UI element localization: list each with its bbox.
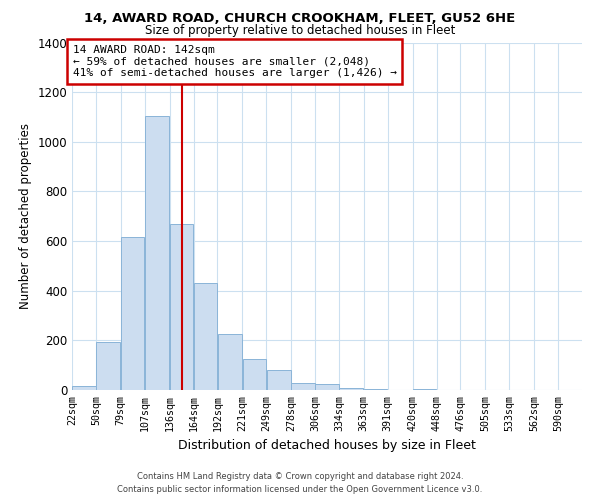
Bar (170, 224, 193, 390)
Bar (242, 359, 266, 390)
Bar (194, 284, 217, 390)
Bar (145, 116, 169, 390)
Bar (121, 238, 145, 390)
Bar (73, 386, 95, 390)
Text: Size of property relative to detached houses in Fleet: Size of property relative to detached ho… (145, 24, 455, 37)
Bar (364, 389, 388, 390)
Bar (97, 342, 121, 390)
Text: Contains HM Land Registry data © Crown copyright and database right 2024.
Contai: Contains HM Land Registry data © Crown c… (118, 472, 482, 494)
Bar (292, 382, 314, 390)
Y-axis label: Number of detached properties: Number of detached properties (19, 123, 32, 309)
Bar (340, 388, 364, 390)
X-axis label: Distribution of detached houses by size in Fleet: Distribution of detached houses by size … (178, 439, 476, 452)
Bar (413, 389, 436, 390)
Bar (218, 334, 242, 390)
Bar (316, 384, 338, 390)
Text: 14 AWARD ROAD: 142sqm
← 59% of detached houses are smaller (2,048)
41% of semi-d: 14 AWARD ROAD: 142sqm ← 59% of detached … (73, 45, 397, 78)
Text: 14, AWARD ROAD, CHURCH CROOKHAM, FLEET, GU52 6HE: 14, AWARD ROAD, CHURCH CROOKHAM, FLEET, … (85, 12, 515, 26)
Bar (266, 370, 291, 390)
